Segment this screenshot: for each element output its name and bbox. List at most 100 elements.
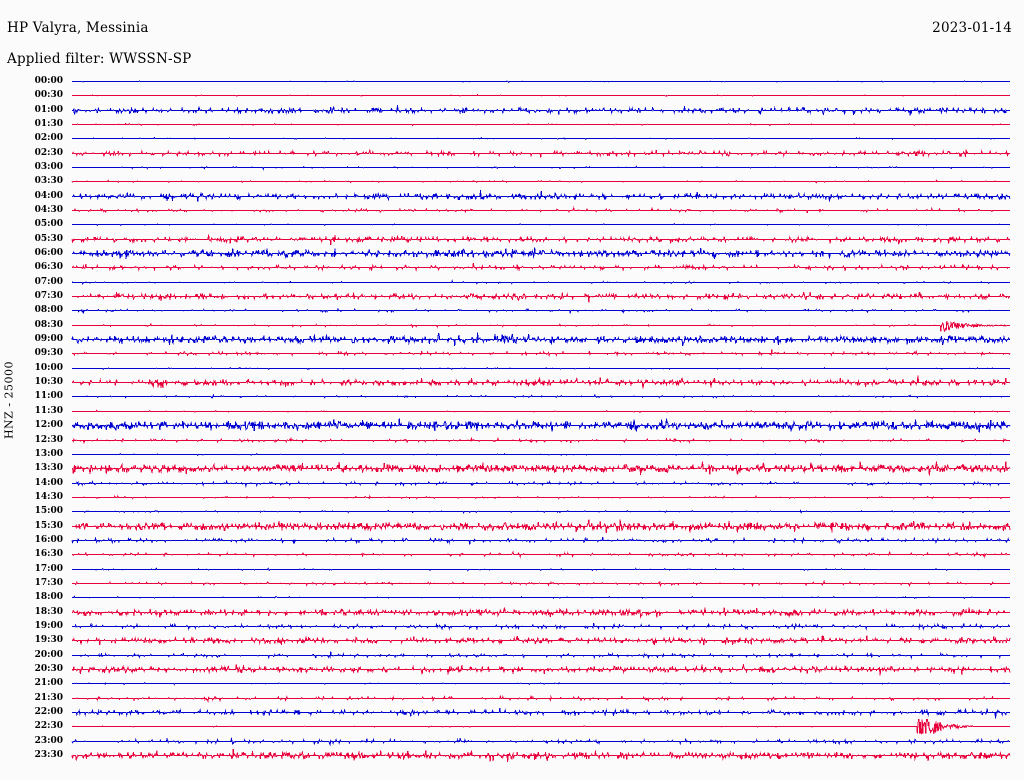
row-time-label: 22:30 <box>34 721 63 732</box>
row-time-label: 08:30 <box>34 319 63 330</box>
row-time-label: 14:30 <box>34 491 63 502</box>
trace-row: 21:30 <box>0 693 1024 712</box>
row-time-label: 18:00 <box>34 592 63 603</box>
trace-waveform <box>71 303 1011 318</box>
trace-waveform <box>71 605 1011 620</box>
row-time-label: 00:30 <box>34 90 63 101</box>
trace-waveform <box>71 504 1011 519</box>
row-time-label: 19:00 <box>34 620 63 631</box>
trace-waveform <box>71 260 1011 275</box>
trace-waveform <box>71 705 1011 720</box>
row-time-label: 17:30 <box>34 577 63 588</box>
trace-row: 03:30 <box>0 176 1024 195</box>
row-time-label: 04:30 <box>34 205 63 216</box>
trace-row: 08:00 <box>0 305 1024 324</box>
trace-waveform <box>71 533 1011 548</box>
row-time-label: 14:00 <box>34 477 63 488</box>
trace-row: 07:00 <box>0 277 1024 296</box>
row-time-label: 07:00 <box>34 276 63 287</box>
trace-waveform <box>71 418 1011 433</box>
row-time-label: 22:00 <box>34 706 63 717</box>
trace-row: 03:00 <box>0 162 1024 181</box>
row-time-label: 02:30 <box>34 147 63 158</box>
trace-waveform <box>71 633 1011 648</box>
row-time-label: 23:00 <box>34 735 63 746</box>
trace-row: 00:30 <box>0 90 1024 109</box>
trace-waveform <box>71 332 1011 347</box>
row-time-label: 19:30 <box>34 635 63 646</box>
row-time-label: 07:30 <box>34 291 63 302</box>
trace-row: 15:30 <box>0 518 1024 540</box>
trace-row: 11:30 <box>0 406 1024 425</box>
trace-waveform <box>71 88 1011 103</box>
trace-waveform <box>71 117 1011 132</box>
row-time-label: 00:00 <box>34 76 63 86</box>
trace-row: 05:00 <box>0 219 1024 238</box>
row-time-label: 11:30 <box>34 405 63 416</box>
row-time-label: 09:30 <box>34 348 63 359</box>
trace-row: 16:30 <box>0 549 1024 568</box>
trace-row: 12:00 <box>0 418 1024 439</box>
row-time-label: 13:00 <box>34 448 63 459</box>
trace-row: 18:30 <box>0 607 1024 626</box>
row-time-label: 16:30 <box>34 549 63 560</box>
trace-row: 13:00 <box>0 449 1024 468</box>
trace-waveform <box>71 662 1011 677</box>
trace-waveform <box>71 246 1011 261</box>
trace-row: 04:30 <box>0 205 1024 224</box>
row-time-label: 21:00 <box>34 678 63 689</box>
row-time-label: 10:00 <box>34 362 63 373</box>
trace-waveform <box>71 676 1011 691</box>
trace-row: 07:30 <box>0 291 1024 310</box>
trace-waveform <box>71 289 1011 304</box>
row-time-label: 20:30 <box>34 663 63 674</box>
trace-row: 09:30 <box>0 348 1024 367</box>
trace-row: 09:00 <box>0 332 1024 353</box>
trace-row: 23:30 <box>0 749 1024 769</box>
trace-row: 06:30 <box>0 262 1024 281</box>
trace-waveform <box>71 232 1011 247</box>
trace-row: 01:00 <box>0 105 1024 124</box>
row-time-label: 06:30 <box>34 262 63 273</box>
trace-waveform <box>71 748 1011 763</box>
trace-row: 22:30 <box>0 719 1024 740</box>
trace-waveform <box>71 576 1010 591</box>
row-time-label: 21:30 <box>34 692 63 703</box>
trace-waveform <box>71 619 1011 634</box>
trace-row: 12:30 <box>0 435 1024 454</box>
trace-row: 17:30 <box>0 578 1024 597</box>
trace-row: 10:30 <box>0 375 1024 396</box>
trace-waveform <box>71 375 1011 390</box>
trace-waveform <box>71 447 1010 462</box>
row-time-label: 20:00 <box>34 649 63 660</box>
trace-waveform <box>71 476 1011 491</box>
trace-row: 17:00 <box>0 564 1024 583</box>
row-time-label: 12:00 <box>34 420 63 431</box>
trace-waveform <box>71 433 1011 448</box>
row-time-label: 23:30 <box>34 749 63 760</box>
trace-waveform <box>71 103 1011 118</box>
row-time-label: 13:30 <box>34 463 63 474</box>
row-time-label: 15:30 <box>34 520 63 531</box>
row-time-label: 11:00 <box>34 391 63 402</box>
trace-row: 19:00 <box>0 621 1024 640</box>
trace-row: 04:00 <box>0 189 1024 210</box>
trace-waveform <box>71 461 1011 476</box>
trace-row: 00:00 <box>0 76 1024 95</box>
row-time-label: 16:00 <box>34 534 63 545</box>
trace-waveform <box>71 346 1011 361</box>
trace-waveform <box>71 490 1011 505</box>
trace-waveform <box>72 547 1011 562</box>
trace-waveform <box>71 174 1011 189</box>
trace-waveform <box>71 361 1011 376</box>
row-time-label: 18:30 <box>34 606 63 617</box>
row-time-label: 15:00 <box>34 506 63 517</box>
trace-row: 14:00 <box>0 478 1024 497</box>
trace-waveform <box>71 518 1011 534</box>
trace-waveform <box>71 590 1011 605</box>
trace-waveform <box>71 74 1011 89</box>
trace-waveform <box>71 189 1011 204</box>
plot-header: HP Valyra, Messinia Applied filter: WWSS… <box>0 0 1024 76</box>
trace-row: 06:00 <box>0 247 1024 267</box>
row-time-label: 01:00 <box>34 104 63 115</box>
